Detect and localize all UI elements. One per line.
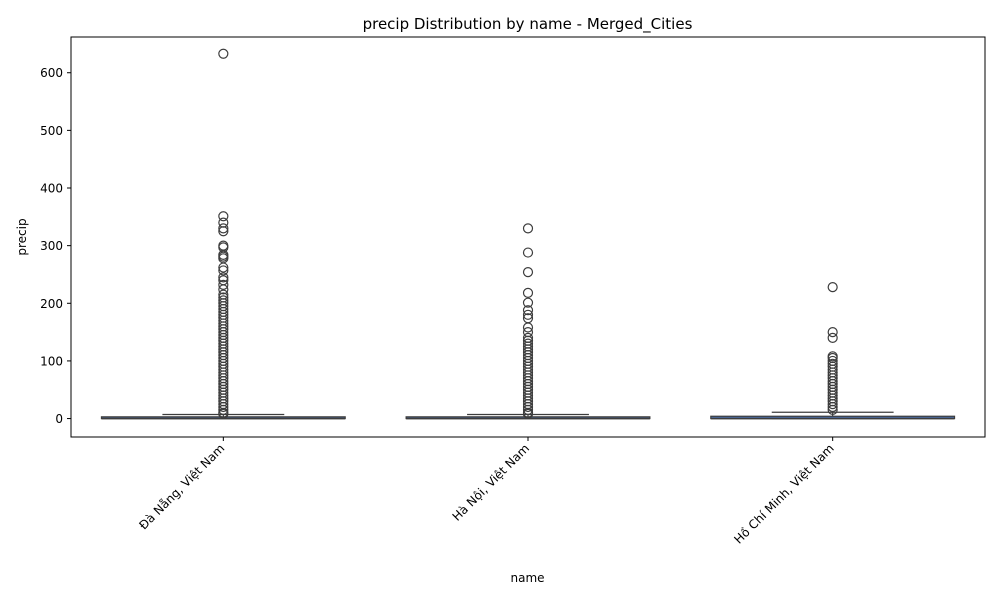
outlier-point bbox=[218, 265, 229, 276]
x-tick-label: Đà Nẵng, Việt Nam bbox=[136, 441, 227, 532]
outlier-point bbox=[522, 401, 534, 413]
outlier-point bbox=[827, 399, 838, 410]
y-tick-label: 100 bbox=[40, 354, 63, 368]
y-axis-label: precip bbox=[15, 218, 29, 255]
x-axis-label: name bbox=[510, 571, 544, 585]
y-tick-label: 200 bbox=[40, 297, 63, 311]
plot-area: Đà Nẵng, Việt Nam Hà Nội, Việt Nam Hồ Chí … bbox=[40, 36, 986, 547]
x-tick-label: Hồ Chí Minh, Việt Nam bbox=[731, 441, 836, 546]
outlier-point bbox=[827, 282, 838, 293]
y-tick-label: 500 bbox=[40, 124, 63, 138]
outlier-point bbox=[827, 404, 838, 416]
outlier-point bbox=[522, 404, 534, 416]
outlier-point bbox=[218, 272, 229, 283]
outlier-point bbox=[218, 226, 229, 237]
outlier-point bbox=[522, 267, 534, 278]
y-tick-label: 0 bbox=[55, 412, 63, 426]
y-tick-label: 400 bbox=[40, 182, 63, 196]
outlier-point bbox=[827, 327, 838, 338]
y-tick-label: 600 bbox=[40, 66, 63, 80]
chart-title: precip Distribution by name - Merged_Cit… bbox=[363, 15, 693, 34]
outlier-point bbox=[522, 305, 534, 316]
outlier-point bbox=[218, 48, 229, 59]
outlier-point bbox=[218, 404, 229, 416]
outlier-point bbox=[218, 279, 229, 290]
outlier-point bbox=[522, 247, 534, 258]
outlier-point bbox=[827, 332, 838, 343]
outlier-point bbox=[218, 408, 229, 420]
outlier-point bbox=[218, 211, 229, 222]
outlier-point bbox=[218, 284, 229, 295]
outlier-point bbox=[218, 401, 229, 413]
outlier-point bbox=[218, 223, 229, 234]
outlier-point bbox=[522, 309, 534, 320]
outlier-point bbox=[522, 223, 534, 234]
axes-frame bbox=[70, 36, 986, 438]
outlier-point bbox=[827, 401, 838, 413]
outlier-point bbox=[522, 408, 534, 420]
outlier-point bbox=[522, 322, 534, 333]
y-tick-label: 300 bbox=[40, 239, 63, 253]
outlier-point bbox=[522, 287, 534, 299]
outlier-point bbox=[218, 262, 229, 273]
outlier-point bbox=[522, 297, 534, 308]
x-tick-label: Hà Nội, Việt Nam bbox=[450, 441, 533, 524]
